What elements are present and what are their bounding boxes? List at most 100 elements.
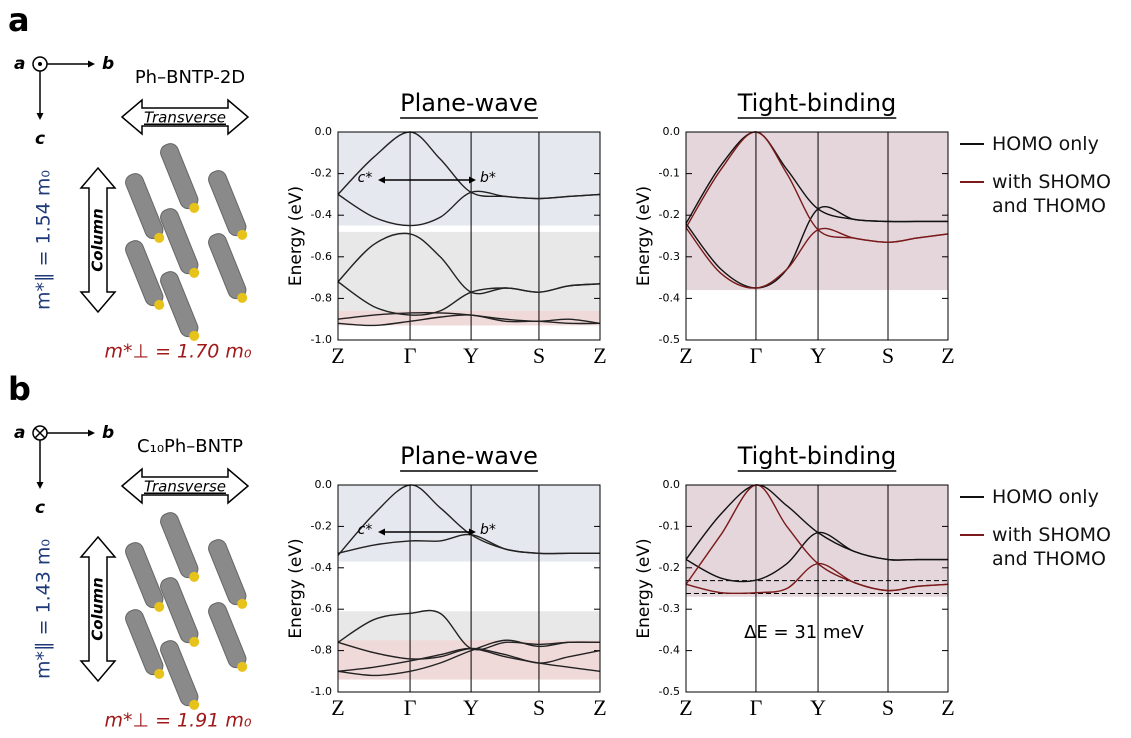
annotation: c* bbox=[358, 170, 373, 186]
band-shading bbox=[686, 132, 948, 290]
y-tick-label: -0.2 bbox=[311, 519, 332, 532]
column-label: Column bbox=[89, 577, 107, 640]
y-tick-label: -0.3 bbox=[659, 250, 680, 263]
y-tick-label: 0.0 bbox=[663, 478, 681, 491]
x-tick-label: Z bbox=[941, 343, 954, 368]
chart-title: Tight-binding bbox=[737, 442, 897, 470]
axis-label: a bbox=[14, 423, 25, 443]
y-tick-label: -0.4 bbox=[659, 291, 680, 304]
y-axis-label: Energy (eV) bbox=[634, 538, 654, 638]
x-tick-label: Y bbox=[810, 343, 826, 368]
chart-title: Plane-wave bbox=[400, 89, 538, 117]
molecule bbox=[206, 231, 250, 306]
x-tick-label: Z bbox=[941, 695, 954, 720]
arrow-head bbox=[88, 430, 95, 437]
y-tick-label: -0.6 bbox=[311, 250, 332, 263]
molecule-body bbox=[123, 238, 165, 308]
y-tick-label: -0.4 bbox=[659, 644, 680, 657]
y-axis-label: Energy (eV) bbox=[286, 538, 306, 638]
y-tick-label: -0.4 bbox=[311, 561, 332, 574]
molecule-body bbox=[158, 638, 200, 708]
molecule bbox=[123, 607, 167, 682]
y-tick-label: 0.0 bbox=[315, 478, 333, 491]
m-parallel: m*∥ = 1.43 m₀ bbox=[33, 539, 55, 679]
molecule-body bbox=[158, 575, 200, 645]
y-axis-label: Energy (eV) bbox=[286, 186, 306, 286]
legend-label: HOMO only bbox=[992, 485, 1117, 509]
y-tick-label: -0.1 bbox=[659, 167, 680, 180]
column-label: Column bbox=[89, 208, 107, 271]
panel-label: b bbox=[8, 370, 31, 408]
x-tick-label: Γ bbox=[750, 695, 763, 720]
band-shading bbox=[338, 485, 600, 562]
molecule bbox=[206, 537, 250, 612]
band-shading bbox=[338, 640, 600, 679]
m-perp: m*⊥ = 1.91 m₀ bbox=[104, 710, 251, 732]
legend-label: HOMO only bbox=[992, 132, 1117, 156]
molecule-body bbox=[206, 537, 248, 607]
x-tick-label: Γ bbox=[404, 343, 417, 368]
molecule-body bbox=[158, 269, 200, 339]
legend-label: with SHOMO and THOMO bbox=[992, 170, 1117, 218]
arrow-head bbox=[37, 482, 44, 489]
molecule-body bbox=[206, 231, 248, 301]
x-tick-label: Z bbox=[331, 695, 344, 720]
compound-name: C₁₀Ph–BNTP bbox=[137, 436, 243, 457]
arrow-head bbox=[88, 61, 95, 68]
molecule bbox=[158, 638, 202, 713]
x-tick-label: S bbox=[533, 695, 545, 720]
axis-label: b bbox=[102, 423, 114, 443]
annotation: c* bbox=[358, 522, 373, 538]
x-tick-label: S bbox=[882, 695, 894, 720]
panel-label: a bbox=[8, 1, 30, 39]
m-perp: m*⊥ = 1.70 m₀ bbox=[104, 341, 251, 363]
axis-label: a bbox=[14, 54, 25, 74]
molecule-body bbox=[158, 510, 200, 580]
y-tick-label: -0.5 bbox=[659, 685, 680, 698]
x-tick-label: Z bbox=[593, 695, 606, 720]
x-tick-label: Z bbox=[331, 343, 344, 368]
x-tick-label: Y bbox=[463, 695, 479, 720]
molecule bbox=[158, 141, 202, 216]
molecule bbox=[158, 206, 202, 281]
y-tick-label: -1.0 bbox=[311, 685, 332, 698]
y-tick-label: 0.0 bbox=[663, 125, 681, 138]
x-tick-label: Γ bbox=[750, 343, 763, 368]
molecule-body bbox=[158, 141, 200, 211]
x-tick-label: Z bbox=[593, 343, 606, 368]
y-tick-label: -0.2 bbox=[311, 167, 332, 180]
y-tick-label: 0.0 bbox=[315, 125, 333, 138]
molecule bbox=[123, 238, 167, 313]
axis-dot bbox=[38, 62, 42, 66]
annotation: b* bbox=[480, 522, 496, 538]
figure-canvas: aabcPh–BNTP-2DTransverseColumnm*∥ = 1.54… bbox=[0, 0, 1131, 738]
chart-title: Tight-binding bbox=[737, 89, 897, 117]
figure: aabcPh–BNTP-2DTransverseColumnm*∥ = 1.54… bbox=[0, 0, 1131, 738]
molecule-body bbox=[123, 171, 165, 241]
molecule bbox=[158, 269, 202, 344]
y-tick-label: -0.5 bbox=[659, 333, 680, 346]
y-tick-label: -1.0 bbox=[311, 333, 332, 346]
molecule bbox=[158, 510, 202, 585]
x-tick-label: Z bbox=[679, 343, 692, 368]
y-tick-label: -0.1 bbox=[659, 519, 680, 532]
y-tick-label: -0.2 bbox=[659, 561, 680, 574]
x-tick-label: Z bbox=[679, 695, 692, 720]
y-tick-label: -0.6 bbox=[311, 602, 332, 615]
annotation: ΔE = 31 meV bbox=[744, 622, 864, 643]
arrow-head bbox=[37, 113, 44, 120]
x-tick-label: Γ bbox=[404, 695, 417, 720]
axis-label: b bbox=[102, 54, 114, 74]
x-tick-label: Y bbox=[810, 695, 826, 720]
axis-label: c bbox=[35, 498, 45, 518]
y-tick-label: -0.4 bbox=[311, 208, 332, 221]
molecule-body bbox=[158, 206, 200, 276]
legend-label: with SHOMO and THOMO bbox=[992, 523, 1117, 571]
y-axis-label: Energy (eV) bbox=[634, 186, 654, 286]
annotation: b* bbox=[480, 170, 496, 186]
transverse-label: Transverse bbox=[144, 109, 226, 127]
m-parallel: m*∥ = 1.54 m₀ bbox=[33, 170, 55, 310]
x-tick-label: S bbox=[533, 343, 545, 368]
axis-label: c bbox=[35, 129, 45, 149]
molecule-body bbox=[206, 600, 248, 670]
